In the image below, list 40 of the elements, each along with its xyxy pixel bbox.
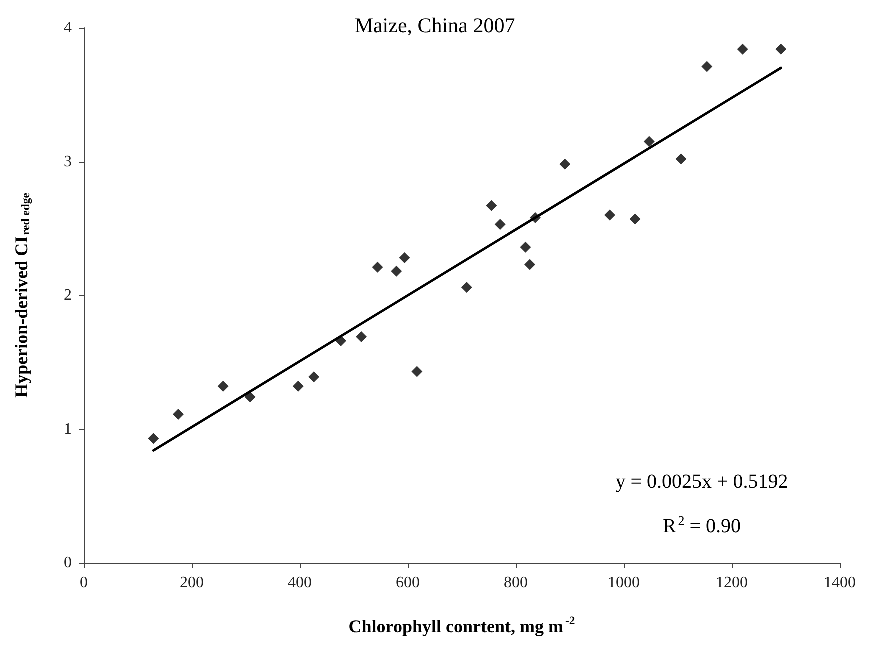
point bbox=[148, 433, 160, 444]
point bbox=[520, 242, 532, 253]
point bbox=[630, 214, 641, 225]
x-tick-label: 600 bbox=[396, 574, 420, 592]
point bbox=[412, 366, 423, 378]
point bbox=[494, 219, 506, 230]
point bbox=[776, 44, 787, 55]
point bbox=[391, 266, 402, 277]
x-tick-label: 1400 bbox=[824, 574, 856, 592]
y-axis-title: Hyperion-derived CIred edge bbox=[12, 193, 32, 398]
point bbox=[560, 158, 571, 170]
y-tick-label: 4 bbox=[64, 20, 72, 36]
annotation: y = 0.0025x + 0.5192 bbox=[616, 471, 788, 493]
y-tick-label: 1 bbox=[64, 420, 72, 438]
point bbox=[737, 44, 748, 55]
x-tick-label: 1000 bbox=[608, 574, 640, 592]
point bbox=[173, 409, 184, 420]
point bbox=[461, 282, 472, 293]
y-tick-label: 0 bbox=[64, 554, 72, 572]
x-tick-label: 800 bbox=[504, 574, 528, 592]
point bbox=[244, 392, 256, 403]
point bbox=[676, 154, 687, 165]
point bbox=[308, 372, 320, 383]
y-tick-label: 2 bbox=[64, 287, 72, 304]
point bbox=[356, 331, 368, 342]
point bbox=[292, 380, 304, 392]
point bbox=[604, 210, 616, 221]
point bbox=[486, 200, 498, 212]
point bbox=[218, 380, 229, 392]
point bbox=[702, 61, 713, 72]
point bbox=[372, 262, 384, 273]
x-tick-label: 400 bbox=[288, 574, 312, 592]
y-tick-label: 3 bbox=[64, 153, 72, 170]
x-tick-label: 200 bbox=[180, 574, 204, 592]
point bbox=[644, 136, 655, 148]
x-tick-label: 1200 bbox=[716, 574, 748, 592]
chart-title: Maize, China 2007 bbox=[354, 14, 516, 38]
point bbox=[399, 252, 410, 264]
point bbox=[524, 259, 536, 270]
x-tick-label: 0 bbox=[80, 574, 88, 592]
